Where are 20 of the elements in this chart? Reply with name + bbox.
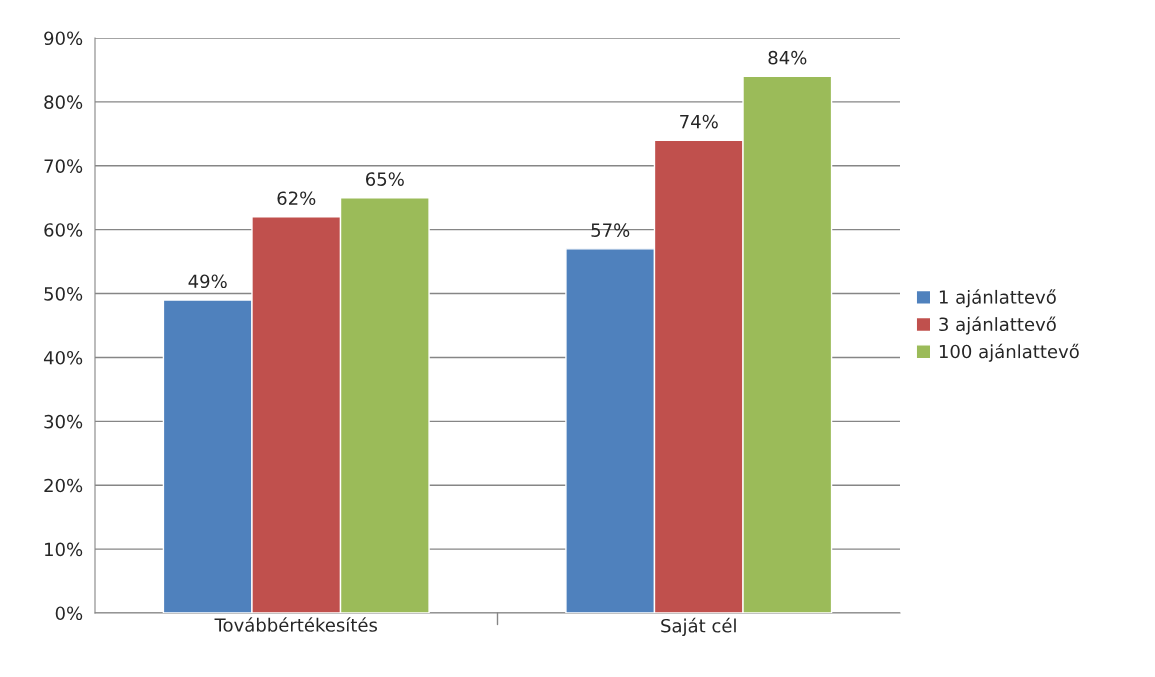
legend-label: 100 ajánlattevő: [939, 343, 1079, 362]
data-label: 74%: [680, 114, 718, 129]
data-label: 84%: [768, 50, 807, 65]
data-label: 62%: [277, 191, 316, 206]
y-tick-label: 60%: [44, 223, 83, 237]
y-tick-label: 80%: [44, 95, 83, 110]
data-label: 65%: [366, 172, 404, 186]
y-tick-label: 10%: [45, 542, 83, 557]
y-tick-label: 70%: [44, 159, 83, 173]
y-tick-label: 40%: [43, 350, 83, 365]
y-tick-label: 30%: [44, 414, 83, 429]
x-tick-label: Továbbértékesítés: [214, 617, 378, 632]
y-tick-label: 0%: [55, 606, 83, 621]
data-label: 49%: [188, 274, 227, 289]
y-tick-label: 90%: [44, 31, 83, 46]
x-tick-label: Saját cél: [661, 617, 736, 637]
legend-label: 3 ajánlattevő: [939, 316, 1056, 335]
y-tick-label: 50%: [44, 287, 83, 301]
legend-label: 1 ajánlattevő: [939, 289, 1056, 308]
y-tick-label: 20%: [44, 478, 83, 493]
